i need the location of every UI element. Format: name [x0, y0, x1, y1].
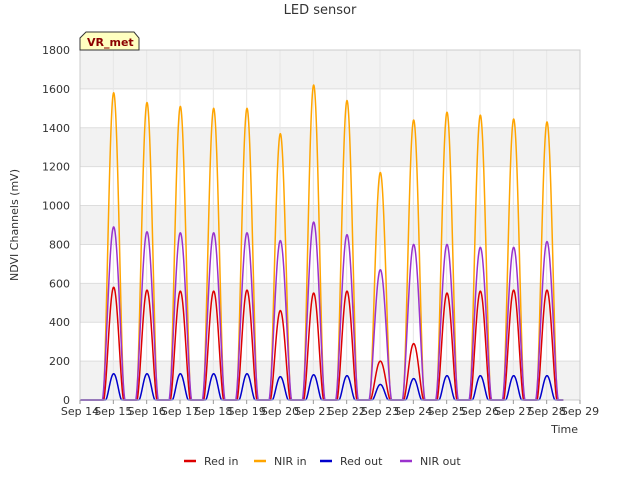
grid-band — [80, 283, 580, 323]
legend-label-red-in: Red in — [204, 455, 238, 468]
x-tick-label: Sep 16 — [128, 405, 166, 418]
site-badge: VR_met — [79, 31, 140, 51]
x-tick-label: Sep 28 — [528, 405, 566, 418]
x-tick-label: Sep 25 — [428, 405, 466, 418]
legend-label-red-out: Red out — [340, 455, 383, 468]
grid-band — [80, 205, 580, 245]
y-tick-label: 200 — [49, 355, 70, 368]
x-axis-label: Time — [550, 423, 578, 436]
x-tick-label: Sep 18 — [194, 405, 232, 418]
legend: Red in NIR in Red out NIR out — [184, 455, 461, 468]
x-tick-label: Sep 14 — [61, 405, 99, 418]
x-tick-label: Sep 24 — [394, 405, 432, 418]
x-tick-label: Sep 29 — [561, 405, 599, 418]
y-tick-label: 1600 — [42, 83, 70, 96]
y-tick-label: 800 — [49, 238, 70, 251]
x-tick-label: Sep 17 — [161, 405, 199, 418]
y-tick-label: 1800 — [42, 44, 70, 57]
y-tick-label: 400 — [49, 316, 70, 329]
chart-title: LED sensor — [284, 3, 357, 18]
y-tick-label: 1000 — [42, 200, 70, 213]
x-tick-label: Sep 15 — [94, 405, 132, 418]
y-axis-label: NDVI Channels (mV) — [8, 169, 21, 281]
legend-label-nir-in: NIR in — [274, 455, 307, 468]
grid — [79, 49, 581, 401]
y-tick-label: 0 — [63, 394, 70, 407]
x-tick-label: Sep 26 — [461, 405, 499, 418]
legend-label-nir-out: NIR out — [420, 455, 461, 468]
x-tick-label: Sep 23 — [361, 405, 399, 418]
y-tick-label: 1200 — [42, 161, 70, 174]
x-tick-label: Sep 21 — [294, 405, 332, 418]
site-badge-label: VR_met — [87, 36, 134, 49]
grid-band — [80, 361, 580, 400]
x-tick-label: Sep 19 — [228, 405, 266, 418]
x-tick-label: Sep 22 — [328, 405, 366, 418]
x-tick-label: Sep 20 — [261, 405, 299, 418]
grid-band — [80, 127, 580, 167]
site-badge-shape — [79, 31, 140, 51]
plot-frame — [79, 49, 581, 401]
y-tick-label: 1400 — [42, 122, 70, 135]
grid-band — [80, 50, 580, 89]
y-tick-label: 600 — [49, 277, 70, 290]
y-axis: 0 200 400 600 800 1000 1200 1400 1600 1800 — [42, 44, 70, 407]
x-tick-label: Sep 27 — [494, 405, 532, 418]
